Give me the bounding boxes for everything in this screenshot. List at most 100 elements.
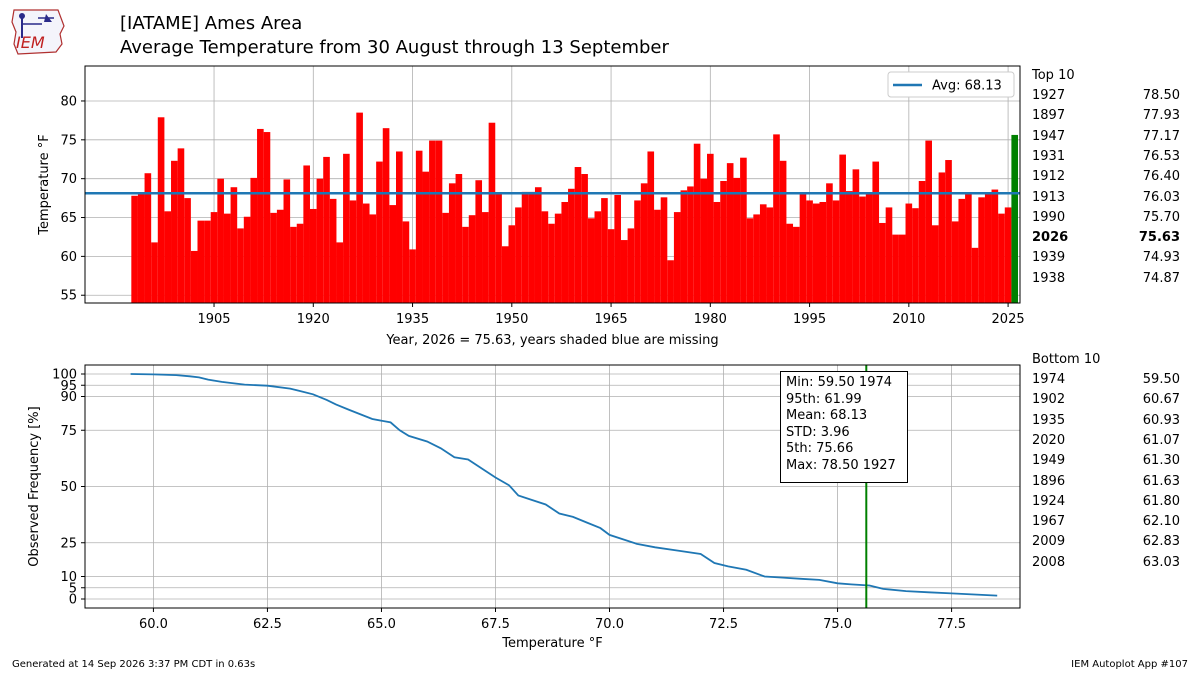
year-bar — [839, 154, 846, 303]
top10-value: 75.70 — [1142, 209, 1180, 225]
year-bar — [488, 122, 496, 304]
x-tick-label: 1935 — [396, 312, 429, 327]
top10-value: 76.03 — [1142, 189, 1180, 205]
year-bar — [376, 161, 383, 303]
year-bar — [707, 153, 714, 303]
top10-year: 2026 — [1032, 230, 1069, 246]
year-bar — [740, 157, 747, 303]
bottom10-year: 1902 — [1032, 392, 1066, 408]
y-tick-label: 100 — [52, 368, 77, 383]
top10-value: 74.93 — [1142, 250, 1180, 266]
year-bar — [270, 212, 277, 303]
legend-label: Avg: 68.13 — [932, 79, 1002, 94]
bottom10-value: 60.67 — [1142, 392, 1180, 408]
year-bar — [230, 187, 238, 303]
x-tick-label: 1950 — [495, 312, 528, 327]
year-bar — [422, 171, 430, 303]
bottom10-year: 1949 — [1032, 453, 1066, 469]
year-bar — [766, 207, 774, 303]
y-tick-label: 55 — [60, 289, 77, 304]
year-bar — [859, 196, 866, 303]
year-bar — [693, 143, 701, 303]
x-axis-label: Temperature °F — [501, 636, 602, 651]
year-bar — [667, 260, 674, 303]
year-bar — [323, 156, 330, 303]
stats-line: Max: 78.50 1927 — [786, 457, 896, 473]
year-bar — [137, 192, 145, 303]
year-bar — [587, 218, 595, 303]
year-bar — [303, 165, 310, 303]
year-bar — [283, 179, 291, 303]
top10-value: 77.93 — [1142, 108, 1180, 124]
year-bar — [872, 161, 880, 303]
x-tick-label: 77.5 — [937, 617, 966, 632]
year-bar — [296, 223, 304, 303]
year-bar — [601, 198, 608, 303]
year-bar — [885, 207, 893, 303]
top10-value: 74.87 — [1142, 270, 1180, 286]
bottom10-year: 1896 — [1032, 473, 1066, 489]
bottom10-value: 59.50 — [1142, 372, 1180, 387]
year-bar — [905, 203, 913, 303]
legend-box — [887, 71, 1015, 98]
year-bar — [257, 128, 264, 303]
year-bar — [223, 213, 231, 303]
year-bar — [184, 198, 191, 303]
year-bar — [581, 174, 588, 303]
year-bar — [369, 214, 377, 303]
bottom10-value: 63.03 — [1142, 554, 1180, 570]
app-note: IEM Autoplot App #107 — [1071, 659, 1188, 670]
year-bar — [568, 188, 575, 303]
year-bar — [349, 200, 357, 303]
year-bar — [501, 246, 509, 303]
year-bar — [131, 195, 138, 303]
top10-heading: Top 10 — [1032, 68, 1075, 83]
year-bar — [151, 242, 158, 303]
y-tick-label: 5 — [69, 581, 77, 596]
top10-value: 76.53 — [1142, 148, 1180, 164]
year-bar — [998, 213, 1005, 303]
year-bar — [892, 234, 899, 303]
year-bar — [290, 226, 297, 303]
bottom10-value: 60.93 — [1142, 412, 1180, 428]
x-tick-label: 67.5 — [481, 617, 510, 632]
current-year-bar — [1011, 134, 1019, 303]
year-bar — [508, 225, 516, 303]
top10-year: 1897 — [1032, 108, 1066, 124]
top10-year: 1939 — [1032, 250, 1066, 266]
bottom10-year: 2020 — [1032, 432, 1066, 448]
year-bar — [918, 181, 926, 303]
chart-subtitle: Average Temperature from 30 August throu… — [120, 37, 669, 58]
year-bar — [482, 212, 489, 303]
year-bar — [548, 223, 555, 303]
y-tick-label: 25 — [60, 536, 77, 551]
year-bar — [759, 204, 767, 303]
top10-year: 1927 — [1032, 88, 1066, 103]
year-bar — [673, 212, 681, 303]
y-tick-label: 90 — [60, 390, 77, 405]
year-bar — [634, 200, 641, 303]
year-bar — [462, 226, 469, 303]
year-bar — [852, 169, 860, 303]
year-bar — [574, 167, 582, 303]
year-bar — [329, 198, 337, 303]
year-bar — [845, 191, 853, 303]
year-bar — [865, 194, 873, 303]
year-bar — [435, 140, 443, 303]
year-bar — [826, 183, 833, 303]
year-bar — [660, 197, 668, 303]
bottom10-value: 61.30 — [1142, 453, 1180, 469]
year-bar — [217, 178, 224, 303]
year-bar — [965, 194, 972, 303]
bottom10-year: 1974 — [1032, 372, 1066, 387]
year-bar — [971, 247, 979, 303]
x-tick-label: 65.0 — [367, 617, 396, 632]
year-bar — [442, 212, 449, 303]
year-bar — [713, 201, 721, 303]
year-bar — [753, 214, 760, 303]
bottom10-value: 61.63 — [1142, 473, 1180, 489]
top10-year: 1990 — [1032, 209, 1066, 225]
year-bar — [429, 140, 436, 303]
y-tick-label: 80 — [60, 94, 77, 109]
year-bar — [409, 249, 416, 303]
